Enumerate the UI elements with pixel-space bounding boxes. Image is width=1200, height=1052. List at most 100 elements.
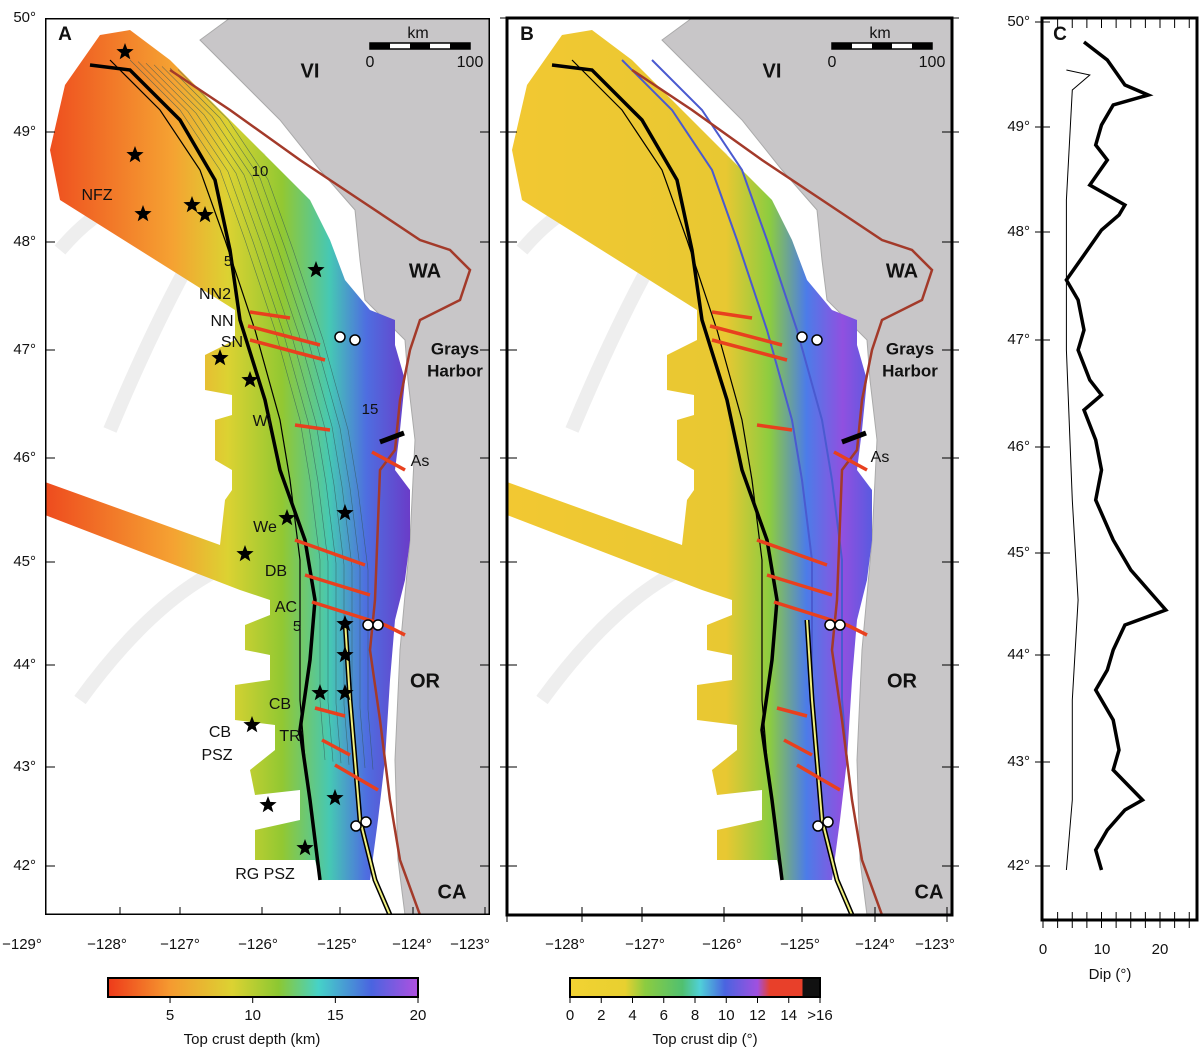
label: 46° (1007, 438, 1030, 455)
scale-seg (832, 43, 852, 49)
label: −126° (702, 936, 742, 953)
label: 100 (919, 54, 946, 71)
label: −129° (2, 936, 42, 953)
scale-seg (410, 43, 430, 49)
label: Top crust depth (km) (184, 1031, 321, 1048)
label: AC (275, 599, 297, 616)
label: 0 (366, 54, 375, 71)
label: 44° (1007, 646, 1030, 663)
label: WA (409, 260, 441, 282)
fault (384, 623, 406, 637)
earthquake-star (241, 371, 259, 388)
label: 0 (1039, 941, 1047, 958)
label: CB (209, 724, 231, 741)
label: −125° (317, 936, 357, 953)
label: OR (887, 670, 918, 692)
label: 20 (1152, 941, 1169, 958)
fault (776, 706, 808, 718)
earthquake-star (243, 716, 261, 733)
label: 6 (660, 1007, 668, 1024)
label: Harbor (427, 361, 483, 380)
label: 49° (13, 123, 36, 140)
label: −124° (392, 936, 432, 953)
earthquake-star (211, 349, 229, 366)
marker-bar (379, 430, 405, 445)
frame (1040, 16, 1199, 922)
label: RG PSZ (235, 866, 295, 883)
label: Wi (253, 413, 272, 430)
label: 10 (244, 1007, 261, 1024)
label: −127° (625, 936, 665, 953)
label: km (869, 25, 890, 42)
colorbar (569, 977, 821, 998)
frame (505, 16, 954, 917)
fault (709, 324, 783, 347)
label: 10 (1094, 941, 1111, 958)
label: −127° (160, 936, 200, 953)
fault (796, 763, 841, 792)
dip-profile (1064, 40, 1169, 871)
label: WA (886, 260, 918, 282)
label: −123° (450, 936, 490, 953)
earthquake-star (183, 196, 201, 213)
label: CA (438, 881, 467, 903)
label: 49° (1007, 118, 1030, 135)
label: 43° (13, 758, 36, 775)
clip (507, 18, 952, 915)
earthquake-star (134, 205, 152, 222)
scale-seg (912, 43, 932, 49)
fault (249, 310, 291, 320)
fault (304, 573, 371, 597)
earthquake-star (296, 839, 314, 856)
map-panel (45, 18, 490, 915)
label: 5 (293, 618, 301, 635)
scale-seg (370, 43, 390, 49)
site (360, 816, 372, 828)
label: A (58, 24, 72, 45)
label: 5 (166, 1007, 174, 1024)
label: 15 (362, 401, 379, 418)
label: SN (221, 334, 243, 351)
label: 10 (718, 1007, 735, 1024)
site (834, 619, 846, 631)
contour (153, 64, 350, 765)
label: Harbor (882, 361, 938, 380)
land (199, 18, 490, 915)
boundary (631, 68, 934, 915)
trench-core (806, 619, 853, 915)
label: −124° (855, 936, 895, 953)
label: 42° (13, 857, 36, 874)
label: >16 (807, 1007, 832, 1024)
label: 14 (780, 1007, 797, 1024)
site (372, 619, 384, 631)
land (661, 18, 952, 915)
earthquake-star (278, 509, 296, 526)
label: km (407, 25, 428, 42)
earthquake-star (196, 206, 214, 223)
crust-surface (507, 30, 872, 880)
fault (766, 573, 833, 597)
fault (311, 600, 386, 627)
scale-seg (872, 43, 892, 49)
boundary (169, 68, 472, 915)
site (350, 820, 362, 832)
fault (294, 423, 331, 432)
fault (294, 538, 366, 567)
label: Dip (°) (1089, 966, 1132, 983)
earthquake-star (259, 796, 277, 813)
site (796, 331, 808, 343)
map-layers (45, 18, 490, 915)
earthquake-star (307, 261, 325, 278)
earthquake-star (336, 684, 354, 701)
label: 50° (13, 9, 36, 26)
site (811, 334, 823, 346)
label: 47° (13, 341, 36, 358)
slab-line (651, 59, 848, 761)
fault (249, 338, 326, 362)
fault (711, 310, 753, 320)
label: We (253, 519, 277, 536)
fault (371, 450, 406, 472)
label: 8 (691, 1007, 699, 1024)
label: 44° (13, 656, 36, 673)
